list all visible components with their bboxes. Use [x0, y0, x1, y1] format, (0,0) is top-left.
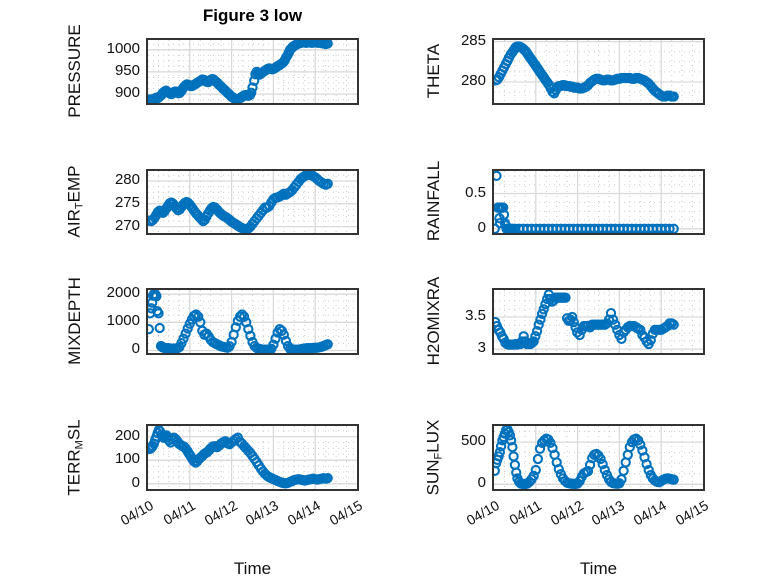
ylabel-theta: THETA: [424, 43, 443, 98]
ytick-pressure-0: 900: [114, 84, 140, 102]
ytick-air_temp-2: 280: [114, 171, 140, 189]
ytick-terr_msl-1: 100: [114, 450, 140, 468]
plot-svg-sun_flux: [494, 426, 703, 489]
plot-svg-terr_msl: [148, 426, 357, 489]
ytick-mixdepth-1: 1000: [106, 312, 140, 330]
figure-title: Figure 3 low: [202, 6, 303, 25]
data-markers-h2omixra: [494, 290, 679, 350]
ytick-terr_msl-0: 0: [131, 473, 140, 491]
ytick-terr_msl-2: 200: [114, 426, 140, 444]
plot-panel-terr_msl[interactable]: [146, 424, 359, 491]
plot-panel-h2omixra[interactable]: [492, 288, 705, 355]
ylabel-subscript-air_temp: T: [73, 202, 86, 210]
plot-svg-h2omixra: [494, 290, 703, 353]
data-markers-theta: [494, 41, 679, 102]
ylabel-subscript-terr_msl: M: [73, 439, 86, 449]
ytick-air_temp-1: 275: [114, 193, 140, 211]
plot-panel-theta[interactable]: [492, 38, 705, 105]
ytick-h2omixra-0: 3: [477, 339, 486, 357]
ytick-theta-0: 280: [460, 72, 486, 89]
data-markers-sun_flux: [494, 426, 679, 489]
plot-panel-mixdepth[interactable]: [146, 288, 359, 355]
ytick-sun_flux-0: 0: [477, 474, 486, 492]
plot-panel-rainfall[interactable]: [492, 169, 705, 235]
plot-panel-pressure[interactable]: [146, 38, 359, 105]
ytick-mixdepth-0: 0: [131, 340, 140, 358]
ytick-theta-1: 285: [460, 31, 486, 49]
plot-svg-theta: [494, 40, 703, 103]
data-markers-air_temp: [148, 171, 333, 233]
ytick-sun_flux-1: 500: [460, 432, 486, 450]
ylabel-sun_flux: SUNFLUX: [423, 419, 445, 495]
plot-svg-mixdepth: [148, 290, 357, 353]
ytick-rainfall-0: 0: [477, 218, 486, 236]
ytick-rainfall-1: 0.5: [465, 183, 486, 201]
xaxis-label-terr_msl: Time: [233, 559, 272, 578]
plot-panel-sun_flux[interactable]: [492, 424, 705, 491]
ytick-pressure-1: 950: [114, 61, 140, 79]
plot-svg-rainfall: [494, 171, 703, 233]
plot-panel-air_temp[interactable]: [146, 169, 359, 235]
ylabel-pressure: PRESSURE: [65, 23, 84, 118]
ytick-mixdepth-2: 2000: [106, 284, 140, 302]
xaxis-label-sun_flux: Time: [579, 559, 618, 578]
plot-svg-pressure: [148, 40, 357, 103]
plot-svg-air_temp: [148, 171, 357, 233]
ytick-pressure-2: 1000: [106, 39, 140, 57]
data-markers-pressure: [148, 40, 333, 103]
ylabel-h2omixra: H2OMIXRA: [424, 276, 443, 365]
ylabel-mixdepth: MIXDEPTH: [65, 276, 84, 365]
data-markers-rainfall: [494, 171, 679, 233]
data-markers-terr_msl: [148, 426, 333, 489]
ylabel-subscript-sun_flux: F: [432, 452, 445, 459]
ytick-h2omixra-1: 3.5: [465, 307, 486, 324]
ylabel-air_temp: AIRTEMP: [64, 165, 86, 238]
ylabel-rainfall: RAINFALL: [424, 160, 443, 242]
ylabel-terr_msl: TERRMSL: [64, 418, 86, 496]
ytick-air_temp-0: 270: [114, 216, 140, 234]
data-markers-mixdepth: [148, 290, 333, 353]
